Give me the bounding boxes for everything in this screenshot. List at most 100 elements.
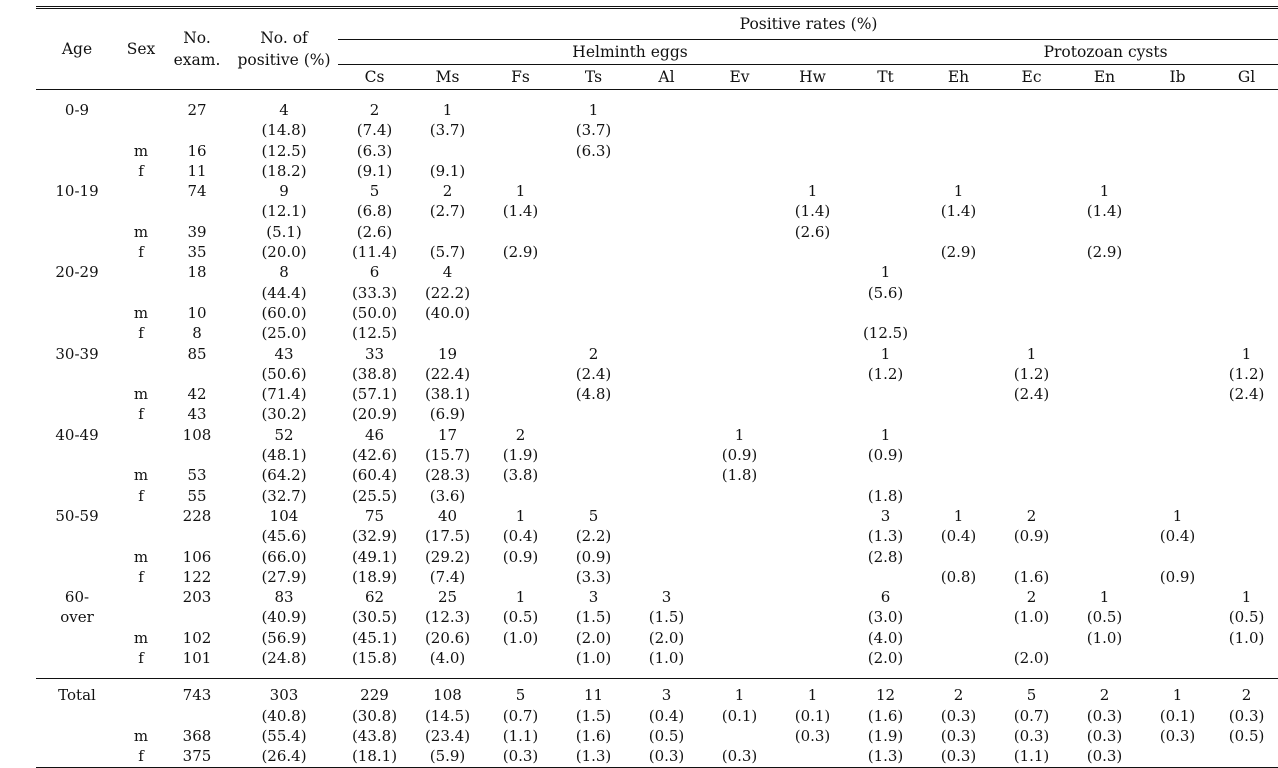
table-row: (50.6) (38.8) (22.4) (2.4) (1.2) (1.2) (1.2) (36, 364, 1278, 384)
positive-count-cell: (48.1) (261, 446, 307, 465)
table-row: f 11 (18.2) (9.1) (9.1) (36, 161, 1278, 181)
no-exam-header-line1: No. (183, 29, 211, 47)
rate-cell (776, 526, 849, 546)
rate-cell (1214, 100, 1278, 120)
rate-cell (995, 262, 1068, 282)
rate-cell (1068, 222, 1141, 242)
table-row: m 368 (55.4) (43.8) (23.4) (1.1) (1.6) (0.5) (0.… (36, 726, 1278, 746)
rate-cell: 11 (583, 686, 604, 705)
rate-cell: (18.9) (351, 567, 398, 586)
rate-cell (776, 506, 849, 526)
sex-cell: m (133, 547, 149, 566)
rate-cell (922, 628, 995, 648)
rate-cell: (4.0) (867, 628, 904, 647)
rate-cell (776, 445, 849, 465)
sex-cell (118, 425, 164, 445)
rate-cell: (32.9) (351, 527, 398, 546)
rate-cell (557, 486, 630, 506)
exam-count-cell: 368 (182, 726, 212, 745)
age-cell: 20-29 (55, 263, 99, 282)
rate-cell: (2.0) (648, 628, 685, 647)
rate-cell (922, 120, 995, 140)
exam-count-cell: 203 (182, 588, 212, 607)
sex-cell (118, 100, 164, 120)
rate-cell: (6.8) (356, 202, 393, 221)
rate-cell: (0.9) (1159, 567, 1196, 586)
exam-count-cell (164, 607, 230, 627)
table-body: 0-9 27 4 2 1 1 (14.8) (7.4) (3.7) (3.7) m 16 (12.5)(… (36, 90, 1278, 768)
exam-count-cell (164, 283, 230, 303)
rate-cell (1068, 141, 1141, 161)
rate-cell (1214, 323, 1278, 343)
rate-cell: (2.4) (575, 364, 612, 383)
rate-cell (1068, 465, 1141, 485)
rate-cell: (1.0) (575, 649, 612, 668)
rate-cell (776, 141, 849, 161)
rate-cell: (0.3) (940, 726, 977, 745)
age-cell (36, 526, 118, 546)
column-header-eh: Eh (922, 64, 995, 90)
rate-cell (484, 100, 557, 120)
rate-cell: (1.4) (940, 202, 977, 221)
table-row: m 16 (12.5) (6.3) (6.3) (36, 141, 1278, 161)
exam-count-cell: 101 (182, 649, 212, 668)
rate-cell (776, 486, 849, 506)
rate-cell (922, 587, 995, 607)
rate-cell: (0.1) (721, 706, 758, 725)
protozoan-cysts-header: Protozoan cysts (922, 39, 1278, 65)
rate-cell (484, 567, 557, 587)
rate-cell: (0.7) (502, 706, 539, 725)
column-header-al: Al (630, 64, 703, 90)
rate-cell: (57.1) (351, 385, 398, 404)
table-row: over (40.9) (30.5) (12.3) (0.5) (1.5) (1.5) (3.… (36, 607, 1278, 627)
rate-cell (1141, 404, 1214, 424)
rate-cell: 75 (364, 506, 385, 525)
rate-cell: (5.7) (429, 243, 466, 262)
rate-cell (1214, 486, 1278, 506)
rate-cell (849, 201, 922, 221)
rate-cell (1141, 222, 1214, 242)
positive-count-cell: 104 (269, 506, 299, 525)
rate-cell (1068, 567, 1141, 587)
age-cell (36, 161, 118, 181)
rate-cell (557, 445, 630, 465)
rate-cell: 2 (953, 686, 964, 705)
positive-count-cell: (24.8) (261, 649, 307, 668)
sex-cell (118, 445, 164, 465)
rate-cell: (2.0) (575, 628, 612, 647)
positive-count-cell: (40.8) (261, 706, 307, 725)
table-header: Age Sex No. exam. No. of positive (%) Po… (36, 6, 1278, 90)
rate-cell (1068, 161, 1141, 181)
age-cell: 10-19 (55, 182, 99, 201)
rate-cell: 25 (437, 588, 458, 607)
age-cell (36, 486, 118, 506)
rate-cell: (2.8) (867, 547, 904, 566)
rate-cell (1141, 141, 1214, 161)
rate-cell: 1 (953, 506, 964, 525)
rate-cell (703, 587, 776, 607)
rate-cell (776, 364, 849, 384)
rate-cell (630, 526, 703, 546)
rate-cell (922, 262, 995, 282)
rate-cell: (1.5) (575, 706, 612, 725)
rate-cell (484, 161, 557, 181)
column-header-en: En (1068, 64, 1141, 90)
rate-cell: (3.7) (575, 121, 612, 140)
rate-cell: (2.6) (356, 222, 393, 241)
sex-cell (118, 685, 164, 705)
rate-cell: (0.9) (867, 446, 904, 465)
age-cell (36, 465, 118, 485)
helminth-eggs-header: Helminth eggs (338, 39, 922, 65)
no-exam-header: No. exam. (164, 6, 230, 90)
age-cell (36, 384, 118, 404)
rate-cell (1068, 425, 1141, 445)
sex-cell (118, 526, 164, 546)
rate-cell (630, 201, 703, 221)
rate-cell: (0.8) (940, 567, 977, 586)
rate-cell: (0.3) (794, 726, 831, 745)
rate-cell (703, 181, 776, 201)
rate-cell (484, 404, 557, 424)
rate-cell: (0.4) (1159, 527, 1196, 546)
rate-cell: (0.4) (502, 527, 539, 546)
rate-cell (630, 425, 703, 445)
